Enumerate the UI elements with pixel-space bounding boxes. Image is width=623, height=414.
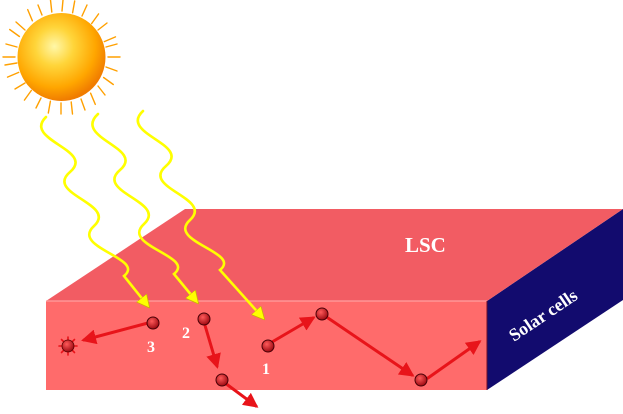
photon-3-arrow bbox=[81, 321, 150, 345]
photon-label-1: 1 bbox=[262, 361, 270, 378]
particle-1-reabsorb bbox=[315, 307, 329, 321]
particle-2 bbox=[197, 312, 211, 326]
solar-cells-edge bbox=[487, 209, 623, 390]
lsc-slab-top bbox=[46, 209, 623, 301]
photon-label-2: 2 bbox=[182, 325, 190, 342]
particle-2-reemit bbox=[215, 373, 229, 387]
emission-paths bbox=[81, 316, 482, 408]
photon-label-3: 3 bbox=[147, 339, 155, 356]
sunlight-ray-3 bbox=[39, 115, 148, 306]
photon-2-arrow-escape bbox=[223, 381, 259, 408]
photon-1-arrow-to-cell bbox=[426, 340, 482, 380]
photon-1-arrow-up bbox=[270, 316, 316, 344]
sun-disc bbox=[17, 13, 106, 101]
particle-3 bbox=[146, 316, 160, 330]
photon-2-arrow-down bbox=[202, 320, 221, 369]
sunlight-ray-2 bbox=[91, 112, 197, 302]
lsc-label: LSC bbox=[405, 233, 446, 257]
photon-1-arrow-down bbox=[326, 316, 415, 377]
luminophore-particles bbox=[146, 307, 428, 387]
loss-star-icon bbox=[58, 336, 78, 356]
particle-1-bounce bbox=[414, 373, 428, 387]
sunlight-rays bbox=[39, 109, 263, 318]
particle-1 bbox=[261, 339, 275, 353]
sun-icon bbox=[2, 0, 121, 115]
sunlight-ray-1 bbox=[136, 109, 263, 318]
sun-rays bbox=[2, 0, 121, 115]
